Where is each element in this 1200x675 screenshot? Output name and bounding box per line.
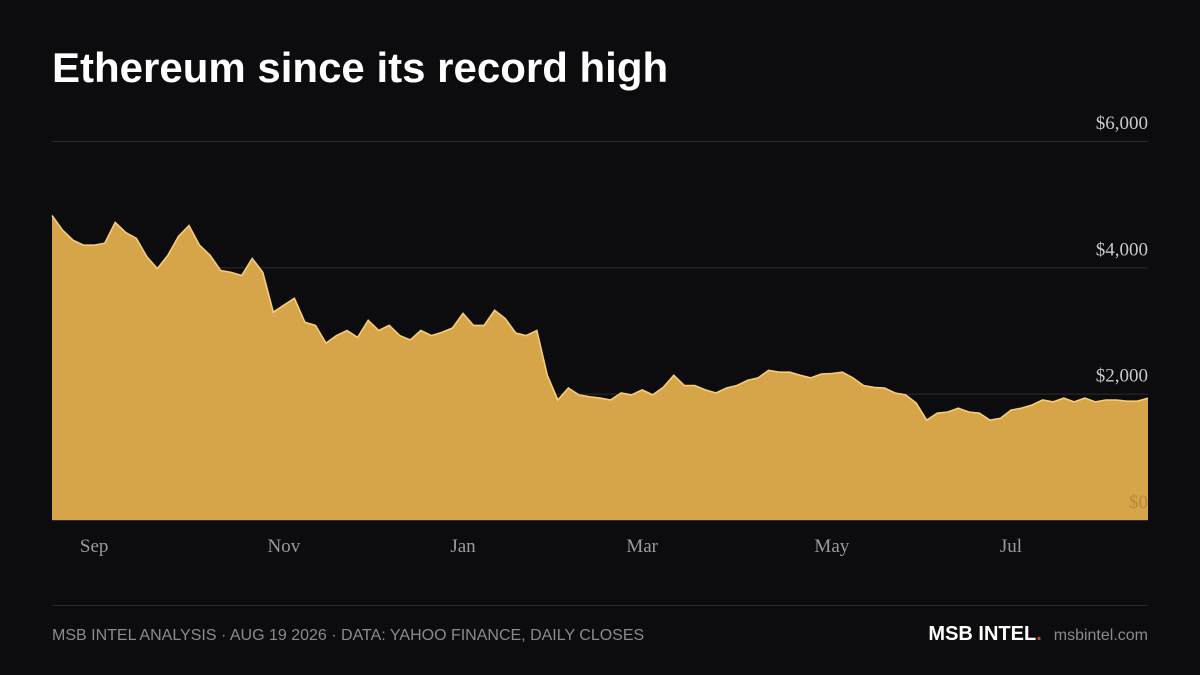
y-tick-label: $4,000: [1096, 239, 1148, 260]
x-tick-label: Jan: [450, 536, 476, 557]
y-tick-label: $6,000: [1096, 113, 1148, 134]
footer-source: MSB INTEL ANALYSIS · AUG 19 2026 · DATA:…: [52, 627, 644, 644]
x-tick-label: Nov: [267, 536, 300, 557]
site: msbintel.com: [1054, 627, 1148, 644]
area: [52, 215, 1148, 520]
plot: $0 $2,000 $4,000 $6,000 Sep Nov Jan Mar May Jul: [51, 113, 1149, 557]
area-line: [51, 215, 1149, 422]
brand-dot: .: [1036, 623, 1042, 645]
footer-brand-group: MSB INTEL. msbintel.com: [928, 623, 1148, 645]
x-tick-label: May: [814, 536, 849, 557]
brand: MSB INTEL: [928, 623, 1036, 645]
x-tick-label: Mar: [626, 536, 658, 557]
y-tick-label: $2,000: [1096, 366, 1148, 387]
y-tick-label: $0: [1129, 492, 1148, 513]
x-tick-label: Jul: [1000, 536, 1022, 557]
chart-title: Ethereum since its record high: [52, 44, 668, 91]
x-tick-label: Sep: [80, 536, 109, 557]
